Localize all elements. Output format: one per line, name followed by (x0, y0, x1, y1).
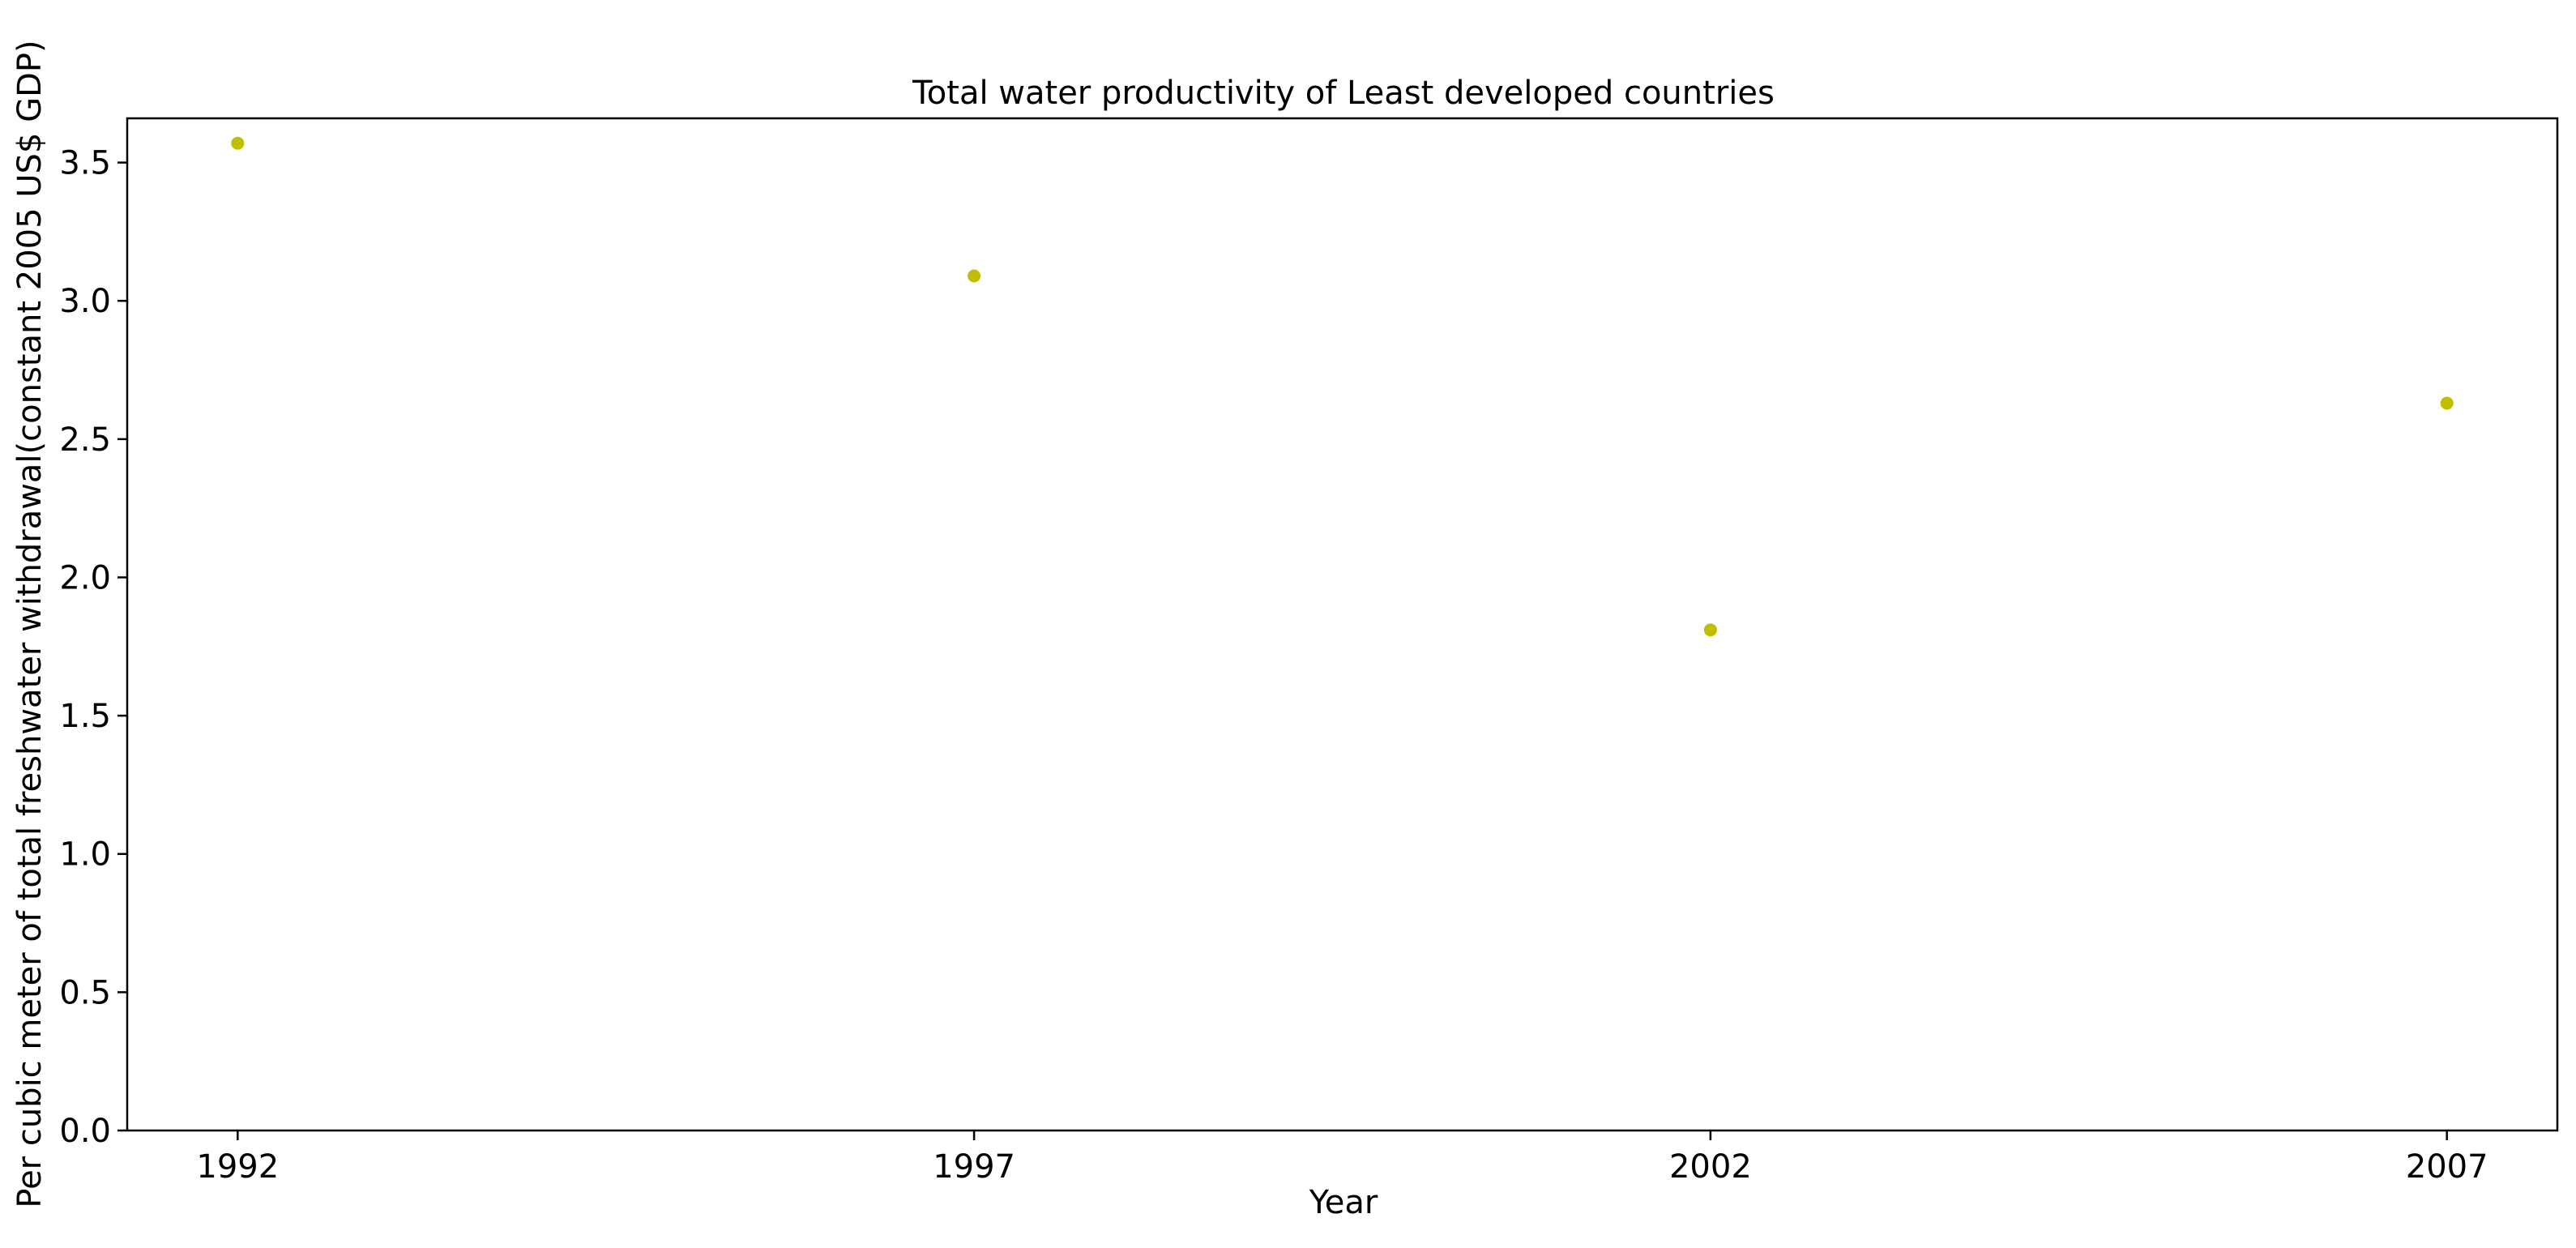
data-point (968, 269, 981, 283)
data-point (1703, 623, 1717, 637)
plot-frame (126, 117, 2559, 1132)
y-tick-label: 0.5 (59, 974, 111, 1011)
data-point (231, 136, 245, 150)
x-tick-label: 2007 (2406, 1148, 2488, 1186)
chart-title: Total water productivity of Least develo… (912, 75, 1775, 112)
y-tick-label: 1.5 (59, 698, 111, 735)
y-tick-label: 3.0 (59, 283, 111, 320)
x-axis-ticks: 1992 1997 2002 2007 (196, 1130, 2488, 1186)
y-tick-label: 2.0 (59, 559, 111, 596)
x-tick-label: 1992 (196, 1148, 279, 1186)
plot-area (126, 117, 2559, 1132)
x-tick-label: 1997 (933, 1148, 1015, 1186)
y-axis-label: Per cubic meter of total freshwater with… (11, 40, 49, 1207)
data-point (2440, 396, 2454, 410)
y-axis-ticks: 0.0 0.5 1.0 1.5 2.0 2.5 3.0 3.5 (59, 145, 127, 1150)
y-tick-label: 1.0 (59, 836, 111, 874)
y-tick-label: 2.5 (59, 421, 111, 459)
x-tick-label: 2002 (1669, 1148, 1752, 1186)
data-points (231, 136, 2454, 637)
y-tick-label: 3.5 (59, 145, 111, 182)
x-axis-label: Year (1309, 1184, 1378, 1221)
y-tick-label: 0.0 (59, 1113, 111, 1150)
